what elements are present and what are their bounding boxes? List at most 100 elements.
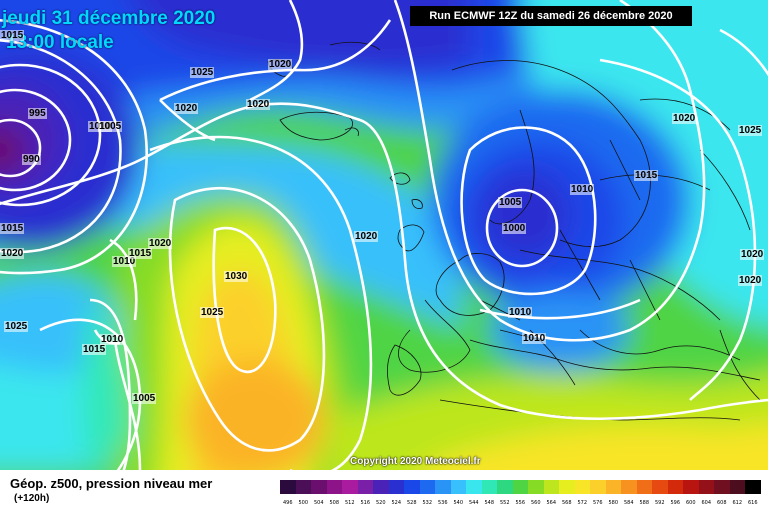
scale-label: 540 [453,500,464,506]
scale-label: 520 [375,500,386,506]
scale-swatch [559,480,575,494]
isobar-label: 1010 [112,256,137,267]
scale-swatch [528,480,544,494]
scale-label: 536 [437,500,448,506]
scale-swatch [652,480,668,494]
scale-label: 516 [360,500,371,506]
scale-label: 552 [499,500,510,506]
isobar-label: 1005 [98,121,123,132]
scale-swatch [295,480,311,494]
scale-label: 572 [577,500,588,506]
scale-swatch [667,480,683,494]
scale-label: 616 [747,500,758,506]
isobar-label: 1005 [132,393,157,404]
scale-label: 500 [298,500,309,506]
isobar-label: 1010 [522,333,547,344]
scale-swatch [683,480,699,494]
scale-swatch [636,480,652,494]
isobar-label: 1015 [82,344,107,355]
scale-label: 532 [422,500,433,506]
scale-label: 592 [654,500,665,506]
scale-swatch [714,480,730,494]
scale-label: 504 [313,500,324,506]
isobar-label: 1025 [190,67,215,78]
scale-swatch [326,480,342,494]
forecast-date: jeudi 31 décembre 2020 [2,8,216,29]
scale-label: 612 [732,500,743,506]
scale-label: 560 [530,500,541,506]
legend-title: Géop. z500, pression niveau mer [10,476,213,491]
forecast-local-time: 13:00 locale [6,32,114,53]
scale-swatch [729,480,745,494]
isobar-label: 990 [22,154,41,165]
isobar-label: 1020 [0,248,25,259]
scale-swatch [404,480,420,494]
isobar-label: 1005 [498,197,523,208]
scale-swatch [590,480,606,494]
color-scale [280,480,761,494]
scale-swatch [745,480,761,494]
scale-label: 548 [484,500,495,506]
scale-label: 508 [329,500,340,506]
isobar-label: 1010 [508,307,533,318]
scale-swatch [373,480,389,494]
isobar-label: 1025 [4,321,29,332]
scale-label: 564 [546,500,557,506]
scale-swatch [497,480,513,494]
isobar-label: 1015 [0,223,25,234]
scale-swatch [605,480,621,494]
scale-label: 596 [670,500,681,506]
isobar-label: 1015 [0,30,25,41]
scale-swatch [574,480,590,494]
isobar-label: 1030 [224,271,249,282]
isobar-label: 1015 [128,248,153,259]
scale-label: 496 [282,500,293,506]
scale-label: 588 [639,500,650,506]
scale-label: 580 [608,500,619,506]
model-run-banner: Run ECMWF 12Z du samedi 26 décembre 2020 [410,6,692,26]
scale-label: 604 [701,500,712,506]
scale-label: 528 [406,500,417,506]
scale-swatch [450,480,466,494]
isobar-label: 1010 [100,334,125,345]
forecast-lead-time: (+120h) [14,493,50,504]
isobar-label: 1020 [246,99,271,110]
scale-swatch [419,480,435,494]
isobar-label: 1020 [268,59,293,70]
scale-label: 512 [344,500,355,506]
isobar-label: 1020 [672,113,697,124]
isobar-label: 1020 [174,103,199,114]
isobar-label: 1020 [148,238,173,249]
scale-swatch [435,480,451,494]
scale-swatch [481,480,497,494]
coastlines [267,41,761,421]
geopotential-map [0,0,768,470]
scale-swatch [357,480,373,494]
color-scale-labels: 496 500 504 508 512 516 520 524 528 532 536 540 544 5… [280,500,761,506]
scale-label: 608 [716,500,727,506]
isobar-label: 995 [28,108,47,119]
scale-swatch [543,480,559,494]
isobar-label: 1000 [502,223,527,234]
isobar-label: 1020 [354,231,379,242]
scale-label: 576 [592,500,603,506]
scale-swatch [698,480,714,494]
scale-swatch [280,480,296,494]
isobar-label: 1025 [200,307,225,318]
scale-label: 556 [515,500,526,506]
scale-label: 524 [391,500,402,506]
scale-swatch [342,480,358,494]
scale-label: 544 [468,500,479,506]
scale-swatch [311,480,327,494]
isobar-label: 1025 [738,125,763,136]
isobar-label: 1010 [570,184,595,195]
isobar-label: 1020 [740,249,765,260]
scale-swatch [621,480,637,494]
scale-swatch [512,480,528,494]
scale-swatch [466,480,482,494]
scale-label: 584 [623,500,634,506]
isobar-label: 1020 [738,275,763,286]
scale-swatch [388,480,404,494]
scale-label: 568 [561,500,572,506]
